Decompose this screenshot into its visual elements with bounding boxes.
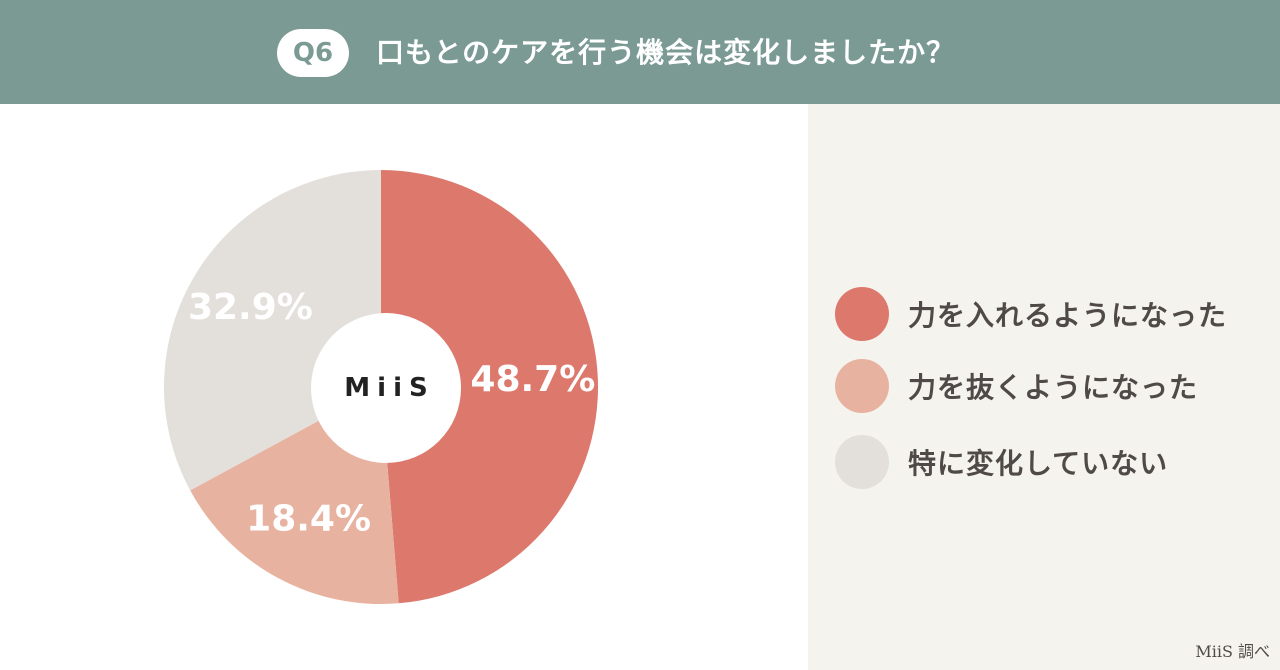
pie-value-label-1: 18.4%	[246, 499, 371, 540]
legend-swatch-2	[835, 435, 889, 489]
legend-label-0: 力を入れるようになった	[908, 299, 1228, 332]
legend-label-1: 力を抜くようになった	[908, 371, 1199, 404]
legend-label-2: 特に変化していない	[908, 447, 1169, 480]
legend-item-1: 力を抜くようになった	[835, 358, 1198, 414]
source-credit: MiiS 調べ	[1195, 642, 1270, 661]
pie-slice-0	[381, 170, 599, 604]
legend-swatch-0	[835, 287, 889, 341]
legend-item-0: 力を入れるようになった	[835, 286, 1227, 342]
question-title: 口もとのケアを行う機会は変化しましたか？	[376, 36, 956, 69]
miis-logo: MiiS	[311, 313, 461, 463]
legend-item-2: 特に変化していない	[835, 434, 1168, 490]
question-badge: Q6	[277, 29, 349, 77]
header-bar: Q6 口もとのケアを行う機会は変化しましたか？	[0, 0, 1280, 104]
pie-value-label-0: 48.7%	[470, 359, 595, 400]
pie-value-label-2: 32.9%	[188, 287, 313, 328]
legend-swatch-1	[835, 359, 889, 413]
